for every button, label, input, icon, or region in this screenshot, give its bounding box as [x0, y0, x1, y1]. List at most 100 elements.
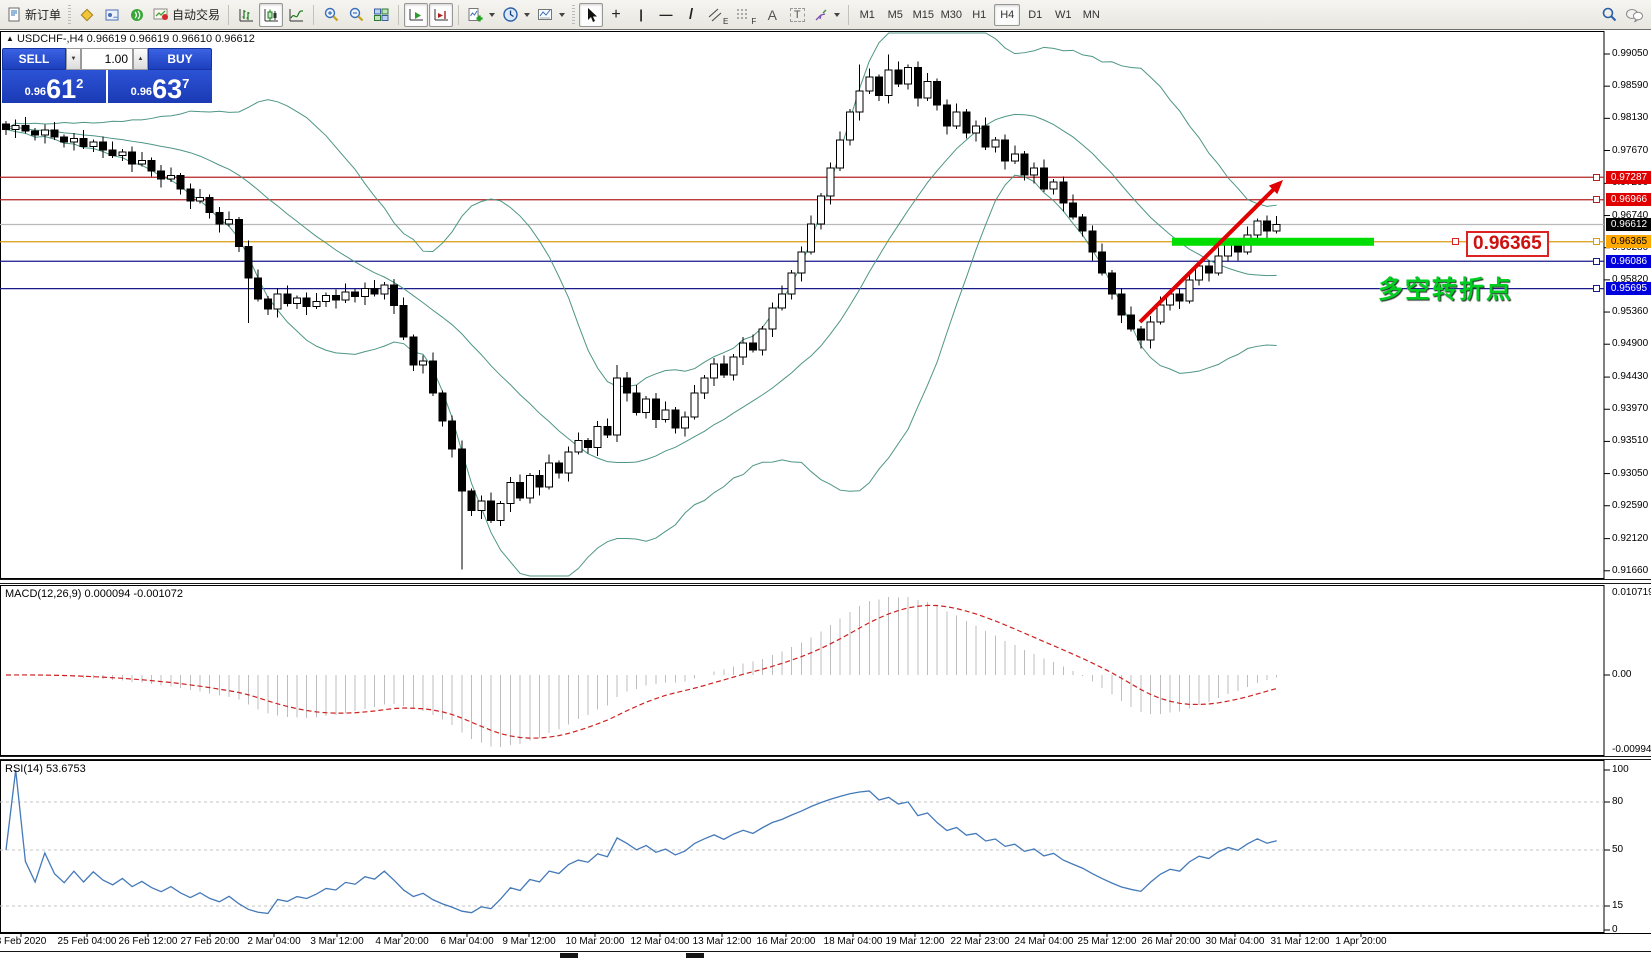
auto-scroll-icon — [409, 8, 423, 20]
cursor-icon — [587, 7, 597, 22]
tab-timeframe-m15[interactable]: M15 — [912, 8, 934, 21]
annotation-anchor-handle[interactable] — [1452, 238, 1459, 245]
timeframe-group: M1 M5 M15 M30 H1 H4 D1 W1 MN — [854, 3, 1104, 26]
autotrading-button[interactable]: 自动交易 — [150, 3, 223, 27]
chinese-annotation[interactable]: 多空转折点 — [1378, 276, 1514, 304]
volume-increase-button[interactable]: ▲ — [133, 48, 148, 70]
candle-body — [584, 440, 592, 449]
candle-body — [991, 139, 1000, 148]
chart-shift-button[interactable] — [429, 2, 454, 27]
candle-body — [768, 307, 777, 330]
level-line-handle[interactable] — [1593, 196, 1600, 204]
macd-axis-zero: 0.00 — [1612, 669, 1632, 680]
level-line-handle[interactable] — [1593, 257, 1600, 265]
chart-candles-button[interactable] — [259, 2, 284, 27]
tab-timeframe-m5[interactable]: M5 — [887, 8, 903, 21]
volume-input[interactable]: 1.00 — [81, 48, 133, 70]
tab-timeframe-h4[interactable]: H4 — [994, 3, 1021, 26]
candle-body — [50, 129, 59, 138]
candle-body — [1136, 328, 1145, 341]
sell-button[interactable]: SELL — [2, 48, 66, 70]
candle-body — [1039, 167, 1048, 190]
equidistant-channel-button[interactable]: E — [704, 3, 731, 27]
candle-body — [225, 219, 234, 225]
text-label-button[interactable]: T — [785, 3, 809, 27]
price-badge: 0.96086 — [1606, 254, 1651, 268]
crosshair-button[interactable]: + — [604, 3, 628, 27]
level-line-handle[interactable] — [1593, 173, 1600, 181]
time-label: 3 Feb 2020 — [0, 936, 47, 947]
bollinger-band[interactable] — [5, 129, 1277, 577]
trendline-button[interactable]: / — [679, 3, 703, 27]
zoom-out-button[interactable] — [344, 3, 368, 27]
support-zone-bar[interactable] — [1172, 237, 1374, 246]
candle-body — [1127, 314, 1136, 330]
navigator-button[interactable] — [100, 3, 124, 27]
pane-border — [0, 760, 1605, 933]
tab-timeframe-d1[interactable]: D1 — [1028, 8, 1043, 21]
tab-timeframe-mn[interactable]: MN — [1082, 8, 1100, 21]
signals-button[interactable] — [125, 3, 149, 27]
buy-button[interactable]: BUY — [148, 48, 212, 70]
candle-body — [1030, 167, 1039, 176]
bollinger-band[interactable] — [5, 32, 1277, 387]
chart-line-button[interactable] — [284, 3, 308, 27]
level-line-handle[interactable] — [1593, 285, 1600, 293]
tab-timeframe-w1[interactable]: W1 — [1055, 8, 1072, 21]
auto-scroll-button[interactable] — [404, 2, 429, 27]
new-order-button[interactable]: 新订单 — [4, 3, 64, 27]
price-tick-label: 0.93970 — [1612, 403, 1649, 415]
fibonacci-letter: F — [751, 16, 757, 26]
candle-body — [69, 138, 78, 143]
candle-body — [2, 123, 10, 131]
time-label: 2 Mar 04:00 — [247, 936, 301, 947]
trend-arrow[interactable] — [1138, 184, 1279, 324]
macd-signal-line — [5, 604, 1277, 739]
time-label: 25 Feb 04:00 — [57, 936, 117, 947]
candle-body — [758, 328, 767, 351]
chat-button[interactable] — [1622, 3, 1647, 27]
level-line-handle[interactable] — [1593, 238, 1600, 246]
price-annotation-label[interactable]: 0.96365 — [1466, 231, 1549, 257]
candle-body — [603, 426, 612, 436]
rsi-axis-label: 50 — [1612, 844, 1624, 855]
arrows-button[interactable] — [810, 3, 843, 27]
templates-button[interactable] — [534, 3, 568, 27]
candle-body — [681, 416, 689, 429]
fibonacci-button[interactable]: F — [732, 3, 759, 27]
candle-body — [487, 500, 495, 521]
candle-body — [166, 175, 175, 180]
tab-timeframe-m30[interactable]: M30 — [940, 8, 962, 21]
toolbar-drag-handle — [68, 4, 72, 25]
text-button[interactable]: A — [760, 3, 784, 27]
bollinger-band[interactable] — [5, 113, 1277, 463]
toolbar-separator — [398, 4, 400, 25]
tab-timeframe-h1[interactable]: H1 — [972, 8, 987, 21]
chart-canvas[interactable] — [0, 30, 1651, 958]
candle-body — [787, 272, 796, 295]
indicators-button[interactable] — [464, 3, 498, 27]
buy-price-display[interactable]: 0.96 63 7 — [108, 70, 212, 103]
candle-body — [1001, 139, 1010, 162]
volume-decrease-button[interactable]: ▼ — [66, 48, 81, 70]
periods-button[interactable] — [499, 3, 533, 27]
tab-timeframe-m1[interactable]: M1 — [859, 8, 875, 21]
search-button[interactable] — [1597, 3, 1621, 27]
time-label: 12 Mar 04:00 — [630, 936, 690, 947]
zoom-in-button[interactable] — [319, 3, 343, 27]
candle-body — [390, 284, 398, 307]
price-badge: 0.96612 — [1606, 217, 1651, 231]
price-tick-label: 0.99050 — [1612, 48, 1649, 59]
market-watch-button[interactable] — [75, 3, 99, 27]
cursor-button[interactable] — [579, 2, 604, 27]
candle-body — [972, 125, 980, 134]
signals-icon — [131, 8, 144, 21]
tile-windows-button[interactable] — [369, 3, 393, 27]
chart-bars-button[interactable] — [234, 3, 258, 27]
vertical-line-button[interactable]: | — [629, 3, 653, 27]
sell-price-display[interactable]: 0.96 61 2 — [2, 70, 106, 103]
candle-body — [1059, 181, 1068, 204]
horizontal-line-button[interactable]: — — [654, 3, 678, 27]
collapse-marker-icon[interactable]: ▲ — [6, 34, 14, 43]
candle-body — [797, 251, 806, 274]
